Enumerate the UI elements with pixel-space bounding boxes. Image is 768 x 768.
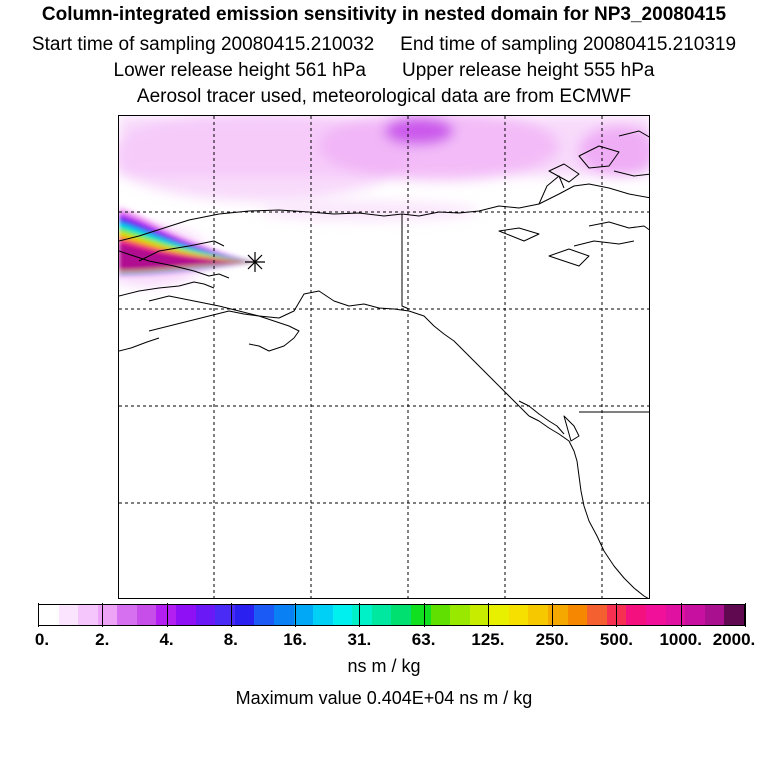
colorbar-segment <box>665 605 686 625</box>
colorbar-segment <box>567 605 588 625</box>
colorbar-segment <box>215 605 235 625</box>
colorbar-tick-label: 2. <box>95 630 110 649</box>
colorbar-segment <box>528 605 549 625</box>
map-canvas <box>119 116 649 598</box>
colorbar-unit: ns m / kg <box>347 656 421 676</box>
colorbar-tick <box>424 603 425 627</box>
colorbar-tick <box>102 603 103 627</box>
colorbar-tick <box>295 603 296 627</box>
colorbar-segment <box>352 605 372 625</box>
colorbar-segment <box>313 605 333 625</box>
colorbar-segment <box>332 605 353 625</box>
colorbar-tick-label: 31. <box>347 630 372 649</box>
colorbar-tick-label: 4. <box>159 630 174 649</box>
colorbar-segment <box>195 605 216 625</box>
colorbar-segment <box>136 605 157 625</box>
colorbar-tick <box>616 603 617 627</box>
colorbar-tick-label: 2000. <box>712 630 756 649</box>
colorbar-segment <box>371 605 392 625</box>
colorbar-segment <box>469 605 490 625</box>
colorbar-tick <box>681 603 682 627</box>
colorbar-tick-label: 250. <box>535 630 569 649</box>
colorbar-tick-label: 8. <box>223 630 238 649</box>
colorbar-tick-label: 125. <box>471 630 505 649</box>
colorbar-segment <box>58 605 79 625</box>
colorbar-segment <box>117 605 137 625</box>
colorbar-tick <box>552 603 553 627</box>
colorbar <box>38 604 745 626</box>
map-panel <box>118 115 650 599</box>
colorbar-tick-label: 0. <box>34 630 50 649</box>
colorbar-tick <box>359 603 360 627</box>
receptor-asterisk-marker <box>245 252 265 272</box>
colorbar-tick <box>38 603 39 627</box>
colorbar-segment <box>430 605 451 625</box>
colorbar-tick-label: 500. <box>599 630 633 649</box>
plume-band <box>119 242 255 271</box>
colorbar-segment <box>704 605 725 625</box>
colorbar-segment <box>391 605 411 625</box>
colorbar-tick <box>745 603 746 627</box>
colorbar-segment <box>273 605 294 625</box>
colorbar-segment <box>450 605 470 625</box>
maximum-value: Maximum value 0.404E+04 ns m / kg <box>235 688 533 708</box>
coastlines <box>119 130 649 598</box>
release-heights: Lower release height 561 hPa Upper releas… <box>0 60 768 82</box>
colorbar-segment <box>293 605 314 625</box>
end-time: End time of sampling 20080415.210319 <box>400 34 737 55</box>
colorbar-segment <box>234 605 255 625</box>
graticule <box>119 116 649 598</box>
colorbar-segment <box>156 605 177 625</box>
colorbar-tick <box>488 603 489 627</box>
colorbar-tick-label: 63. <box>411 630 436 649</box>
colorbar-segment <box>587 605 607 625</box>
lower-release-height: Lower release height 561 hPa <box>113 60 366 81</box>
upper-release-height: Upper release height 555 hPa <box>402 60 655 81</box>
colorbar-segment <box>78 605 98 625</box>
plume <box>119 206 255 276</box>
colorbar-segment <box>489 605 509 625</box>
tracer-info: Aerosol tracer used, meteorological data… <box>136 86 632 107</box>
start-time: Start time of sampling 20080415.210032 <box>31 34 375 55</box>
colorbar-tick-label: 16. <box>283 630 307 649</box>
colorbar-segment <box>97 605 118 625</box>
colorbar-segment <box>508 605 529 625</box>
colorbar-tick-label: 1000. <box>659 630 702 649</box>
colorbar-segment <box>626 605 646 625</box>
colorbar-segment <box>548 605 568 625</box>
colorbar-tick <box>231 603 232 627</box>
colorbar-segment <box>176 605 196 625</box>
colorbar-segment <box>724 605 744 625</box>
colorbar-segment <box>410 605 431 625</box>
map-title: Column-integrated emission sensitivity i… <box>41 4 727 25</box>
colorbar-tick <box>167 603 168 627</box>
colorbar-segment <box>39 605 59 625</box>
sampling-times: Start time of sampling 20080415.210032 En… <box>0 34 768 56</box>
colorbar-segment <box>685 605 705 625</box>
colorbar-segment <box>254 605 274 625</box>
colorbar-segment <box>645 605 666 625</box>
